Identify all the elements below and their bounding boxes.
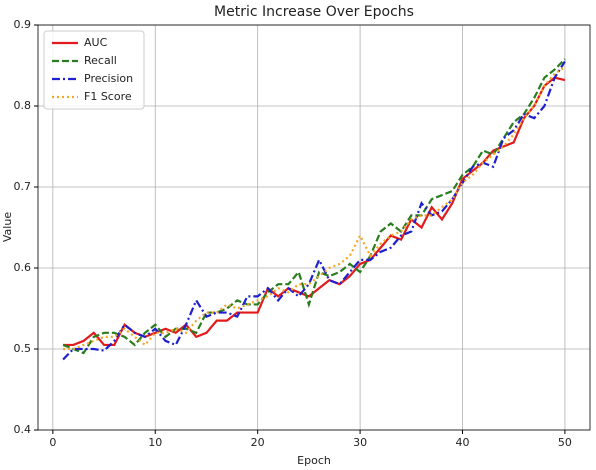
x-tick-label: 0: [49, 436, 56, 449]
chart-title: Metric Increase Over Epochs: [214, 4, 414, 20]
legend-label: Recall: [84, 54, 117, 67]
y-tick-label: 0.8: [14, 99, 32, 112]
y-tick-label: 0.7: [14, 180, 32, 193]
legend-label: AUC: [84, 36, 108, 49]
plot-frame: [37, 24, 591, 431]
x-tick-label: 50: [558, 436, 572, 449]
legend-box: [43, 30, 145, 110]
x-tick-label: 30: [353, 436, 367, 449]
y-axis-label: Value: [1, 212, 14, 242]
x-tick-label: 40: [455, 436, 469, 449]
series-line: [62, 58, 566, 355]
x-tick-label: 20: [251, 436, 265, 449]
series-line: [63, 66, 566, 351]
y-tick-label: 0.5: [14, 342, 32, 355]
x-tick-label: 10: [148, 436, 162, 449]
legend-label: Precision: [84, 72, 133, 85]
y-tick-label: 0.4: [14, 423, 32, 436]
series-line: [63, 76, 566, 347]
legend-label: F1 Score: [84, 90, 132, 103]
x-axis-label: Epoch: [297, 454, 331, 467]
y-tick-label: 0.9: [14, 18, 32, 31]
series-line: [62, 60, 566, 361]
y-tick-label: 0.6: [14, 261, 32, 274]
